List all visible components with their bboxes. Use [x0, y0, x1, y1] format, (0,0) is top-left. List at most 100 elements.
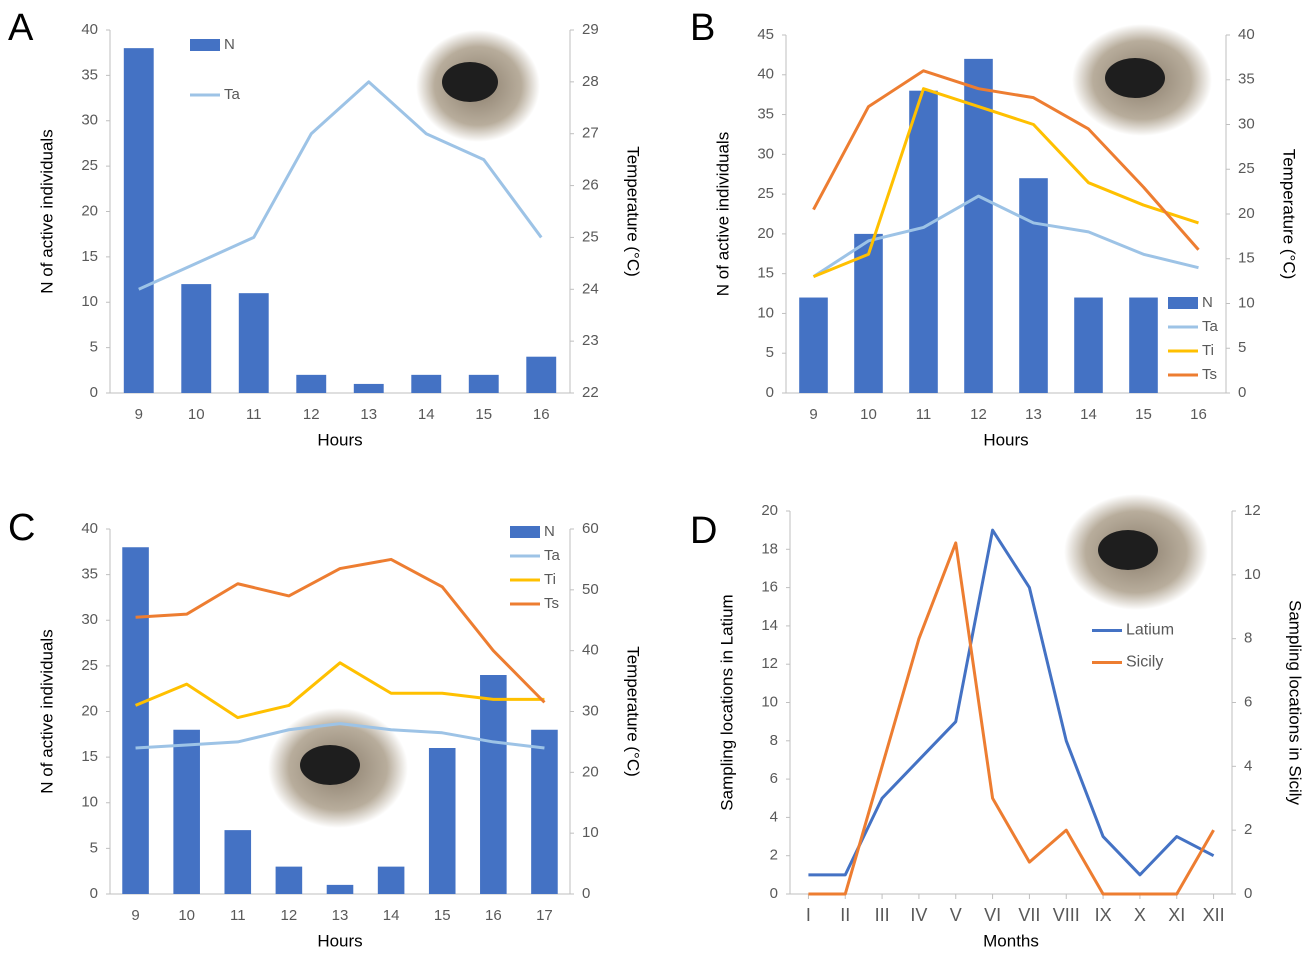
y2-tick-label: 0 — [582, 885, 590, 902]
x-tick-label: 11 — [246, 406, 262, 423]
y2-tick-label: 6 — [1244, 693, 1252, 710]
y-axis-label: N of active individuals — [713, 132, 732, 296]
y-tick-label: 0 — [90, 384, 98, 401]
legend-label: Ts — [544, 595, 559, 612]
x-tick-label: 9 — [131, 907, 139, 924]
y2-tick-label: 12 — [1244, 502, 1261, 519]
bar — [239, 293, 269, 393]
x-tick-label: 11 — [916, 406, 932, 423]
legend-label: Ta — [1202, 318, 1219, 335]
x-tick-label: I — [806, 905, 811, 925]
y2-tick-label: 10 — [582, 824, 599, 841]
panel-label: B — [690, 7, 715, 49]
y2-axis-label: Sampling locations in Sicily — [1286, 600, 1305, 806]
x-tick-label: 15 — [1135, 406, 1152, 423]
bar — [531, 730, 558, 894]
legend-swatch — [190, 39, 220, 51]
x-tick-label: V — [950, 905, 962, 925]
bar — [181, 284, 211, 393]
y-tick-label: 18 — [761, 540, 778, 557]
y2-tick-label: 28 — [582, 73, 599, 90]
legend-label: Ta — [544, 547, 561, 564]
bar — [1074, 298, 1103, 393]
y2-tick-label: 30 — [1238, 115, 1255, 132]
bar — [799, 298, 828, 393]
legend-label: N — [1202, 294, 1213, 311]
bar — [469, 375, 499, 393]
y2-tick-label: 4 — [1244, 757, 1252, 774]
y2-tick-label: 60 — [582, 520, 599, 537]
legend-label: Ti — [544, 571, 556, 588]
legend-label: Ta — [224, 86, 241, 103]
y2-tick-label: 15 — [1238, 250, 1255, 267]
y-tick-label: 15 — [81, 248, 98, 265]
y-tick-label: 16 — [761, 579, 778, 596]
y-tick-label: 15 — [757, 265, 774, 282]
y-tick-label: 0 — [90, 885, 98, 902]
x-tick-label: 13 — [360, 406, 377, 423]
y2-tick-label: 22 — [582, 384, 599, 401]
y2-axis-label: Temperature (°C) — [1280, 149, 1299, 280]
y-tick-label: 5 — [90, 839, 98, 856]
y-tick-label: 10 — [761, 693, 778, 710]
legend-label: N — [224, 36, 235, 53]
y2-axis-label: Temperature (°C) — [624, 146, 643, 277]
x-tick-label: 16 — [485, 907, 502, 924]
y-tick-label: 5 — [90, 339, 98, 356]
y-tick-label: 8 — [770, 732, 778, 749]
y2-tick-label: 40 — [1238, 26, 1255, 43]
bar — [124, 48, 154, 393]
y2-tick-label: 0 — [1238, 384, 1246, 401]
y2-tick-label: 26 — [582, 177, 599, 194]
y2-axis-label: Temperature (°C) — [624, 646, 643, 777]
x-tick-label: VIII — [1053, 905, 1080, 925]
x-tick-label: 11 — [230, 907, 246, 924]
y-tick-label: 30 — [81, 112, 98, 129]
y2-tick-label: 27 — [582, 125, 599, 142]
x-tick-label: IV — [910, 905, 927, 925]
panel-label: D — [690, 510, 717, 552]
y-tick-label: 20 — [761, 502, 778, 519]
y-tick-label: 15 — [81, 748, 98, 765]
y-tick-label: 14 — [761, 617, 778, 634]
y-tick-label: 25 — [81, 657, 98, 674]
y-tick-label: 20 — [81, 702, 98, 719]
x-tick-label: 12 — [970, 406, 987, 423]
y2-tick-label: 23 — [582, 332, 599, 349]
y2-tick-label: 5 — [1238, 339, 1246, 356]
y-tick-label: 10 — [81, 794, 98, 811]
y-tick-label: 10 — [81, 293, 98, 310]
legend-label: Ti — [1202, 342, 1214, 359]
x-tick-label: IX — [1095, 905, 1112, 925]
bar — [909, 91, 938, 393]
y-tick-label: 6 — [770, 770, 778, 787]
y-tick-label: 25 — [757, 185, 774, 202]
y-tick-label: 12 — [761, 655, 778, 672]
x-tick-label: VI — [984, 905, 1001, 925]
x-tick-label: 13 — [1025, 406, 1042, 423]
y2-tick-label: 29 — [582, 21, 599, 38]
y-tick-label: 30 — [81, 611, 98, 628]
y-tick-label: 35 — [81, 66, 98, 83]
x-tick-label: 10 — [860, 406, 877, 423]
x-axis-label: Hours — [317, 931, 362, 950]
y-tick-label: 0 — [770, 885, 778, 902]
legend-label: Latium — [1126, 622, 1174, 639]
x-tick-label: 9 — [135, 406, 143, 423]
y2-tick-label: 8 — [1244, 630, 1252, 647]
bar — [429, 748, 456, 894]
x-axis-label: Months — [983, 931, 1039, 950]
bar — [296, 375, 326, 393]
bar — [276, 867, 303, 894]
x-tick-label: 10 — [188, 406, 205, 423]
y-tick-label: 5 — [766, 344, 774, 361]
x-tick-label: 17 — [536, 907, 553, 924]
x-tick-label: 14 — [418, 406, 435, 423]
bar — [173, 730, 200, 894]
panel-label: A — [8, 7, 34, 49]
y2-tick-label: 24 — [582, 280, 599, 297]
y-tick-label: 35 — [81, 566, 98, 583]
y-tick-label: 30 — [757, 145, 774, 162]
y-tick-label: 0 — [766, 384, 774, 401]
y-tick-label: 45 — [757, 26, 774, 43]
